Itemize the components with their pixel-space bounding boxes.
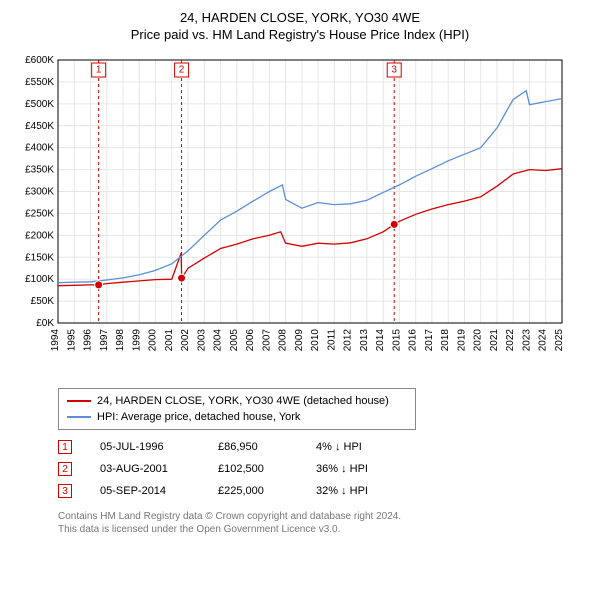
- transaction-date: 05-SEP-2014: [100, 485, 190, 497]
- transaction-date: 05-JUL-1996: [100, 441, 190, 453]
- svg-text:£300K: £300K: [25, 187, 54, 198]
- transaction-date: 03-AUG-2001: [100, 463, 190, 475]
- transaction-price: £102,500: [218, 463, 288, 475]
- svg-text:£100K: £100K: [25, 274, 54, 285]
- svg-text:1994: 1994: [50, 329, 61, 352]
- property-chart-card: 24, HARDEN CLOSE, YORK, YO30 4WE Price p…: [10, 10, 590, 536]
- svg-text:2003: 2003: [196, 329, 207, 352]
- transactions-table: 1 05-JUL-1996 £86,950 4% ↓ HPI 2 03-AUG-2001 £…: [58, 436, 590, 502]
- svg-text:2018: 2018: [440, 329, 451, 352]
- svg-text:2012: 2012: [343, 329, 354, 352]
- footnote-line: This data is licensed under the Open Gov…: [58, 523, 590, 536]
- svg-text:2019: 2019: [456, 329, 467, 352]
- svg-text:2009: 2009: [294, 329, 305, 352]
- svg-text:£200K: £200K: [25, 230, 54, 241]
- svg-text:£500K: £500K: [25, 99, 54, 110]
- price-chart: £0K £50K £100K £150K £200K £250K £300K £350K £40…: [10, 50, 570, 380]
- svg-text:2011: 2011: [326, 329, 337, 351]
- svg-text:2002: 2002: [180, 329, 191, 352]
- chart-area: £0K £50K £100K £150K £200K £250K £300K £350K £40…: [10, 50, 590, 380]
- svg-text:£150K: £150K: [25, 252, 54, 263]
- svg-text:2005: 2005: [229, 329, 240, 352]
- transaction-pct: 32% ↓ HPI: [316, 485, 406, 497]
- footnote-line: Contains HM Land Registry data © Crown c…: [58, 510, 590, 523]
- svg-text:1996: 1996: [83, 329, 94, 352]
- svg-text:2000: 2000: [148, 329, 159, 352]
- svg-text:2: 2: [179, 65, 185, 76]
- svg-text:1997: 1997: [99, 329, 110, 352]
- svg-text:2024: 2024: [538, 329, 549, 352]
- transaction-marker: 3: [58, 484, 72, 498]
- svg-text:2020: 2020: [473, 329, 484, 352]
- legend-item: 24, HARDEN CLOSE, YORK, YO30 4WE (detach…: [67, 393, 407, 409]
- svg-text:2021: 2021: [489, 329, 500, 352]
- svg-text:£350K: £350K: [25, 165, 54, 176]
- transaction-marker: 2: [58, 462, 72, 476]
- transaction-pct: 4% ↓ HPI: [316, 441, 406, 453]
- legend: 24, HARDEN CLOSE, YORK, YO30 4WE (detach…: [58, 388, 416, 430]
- svg-text:2017: 2017: [424, 329, 435, 352]
- svg-text:2001: 2001: [164, 329, 175, 352]
- svg-text:£50K: £50K: [31, 296, 55, 307]
- svg-text:2006: 2006: [245, 329, 256, 352]
- svg-text:3: 3: [391, 65, 397, 76]
- svg-text:2023: 2023: [521, 329, 532, 352]
- transaction-row: 3 05-SEP-2014 £225,000 32% ↓ HPI: [58, 480, 590, 502]
- svg-text:£450K: £450K: [25, 121, 54, 132]
- svg-text:£400K: £400K: [25, 143, 54, 154]
- svg-text:2004: 2004: [213, 329, 224, 352]
- svg-text:£550K: £550K: [25, 77, 54, 88]
- legend-swatch: [67, 400, 91, 402]
- transaction-pct: 36% ↓ HPI: [316, 463, 406, 475]
- legend-label: 24, HARDEN CLOSE, YORK, YO30 4WE (detach…: [97, 395, 389, 407]
- transaction-row: 1 05-JUL-1996 £86,950 4% ↓ HPI: [58, 436, 590, 458]
- legend-swatch: [67, 416, 91, 418]
- legend-label: HPI: Average price, detached house, York: [97, 411, 300, 423]
- svg-text:2008: 2008: [278, 329, 289, 352]
- svg-text:2025: 2025: [554, 329, 565, 352]
- transaction-price: £225,000: [218, 485, 288, 497]
- svg-text:2022: 2022: [505, 329, 516, 352]
- legend-item: HPI: Average price, detached house, York: [67, 409, 407, 425]
- chart-subtitle: Price paid vs. HM Land Registry's House …: [10, 27, 590, 42]
- transaction-price: £86,950: [218, 441, 288, 453]
- svg-text:£600K: £600K: [25, 55, 54, 66]
- transaction-row: 2 03-AUG-2001 £102,500 36% ↓ HPI: [58, 458, 590, 480]
- svg-text:£250K: £250K: [25, 208, 54, 219]
- svg-text:2016: 2016: [408, 329, 419, 352]
- svg-text:1999: 1999: [131, 329, 142, 352]
- chart-title: 24, HARDEN CLOSE, YORK, YO30 4WE: [10, 10, 590, 25]
- svg-text:2007: 2007: [261, 329, 272, 352]
- svg-text:2014: 2014: [375, 329, 386, 352]
- footnote: Contains HM Land Registry data © Crown c…: [58, 510, 590, 536]
- svg-text:2013: 2013: [359, 329, 370, 352]
- svg-text:1995: 1995: [66, 329, 77, 352]
- svg-text:2010: 2010: [310, 329, 321, 352]
- svg-text:2015: 2015: [391, 329, 402, 352]
- svg-text:1998: 1998: [115, 329, 126, 352]
- svg-text:£0K: £0K: [36, 318, 54, 329]
- transaction-marker: 1: [58, 440, 72, 454]
- svg-text:1: 1: [96, 65, 102, 76]
